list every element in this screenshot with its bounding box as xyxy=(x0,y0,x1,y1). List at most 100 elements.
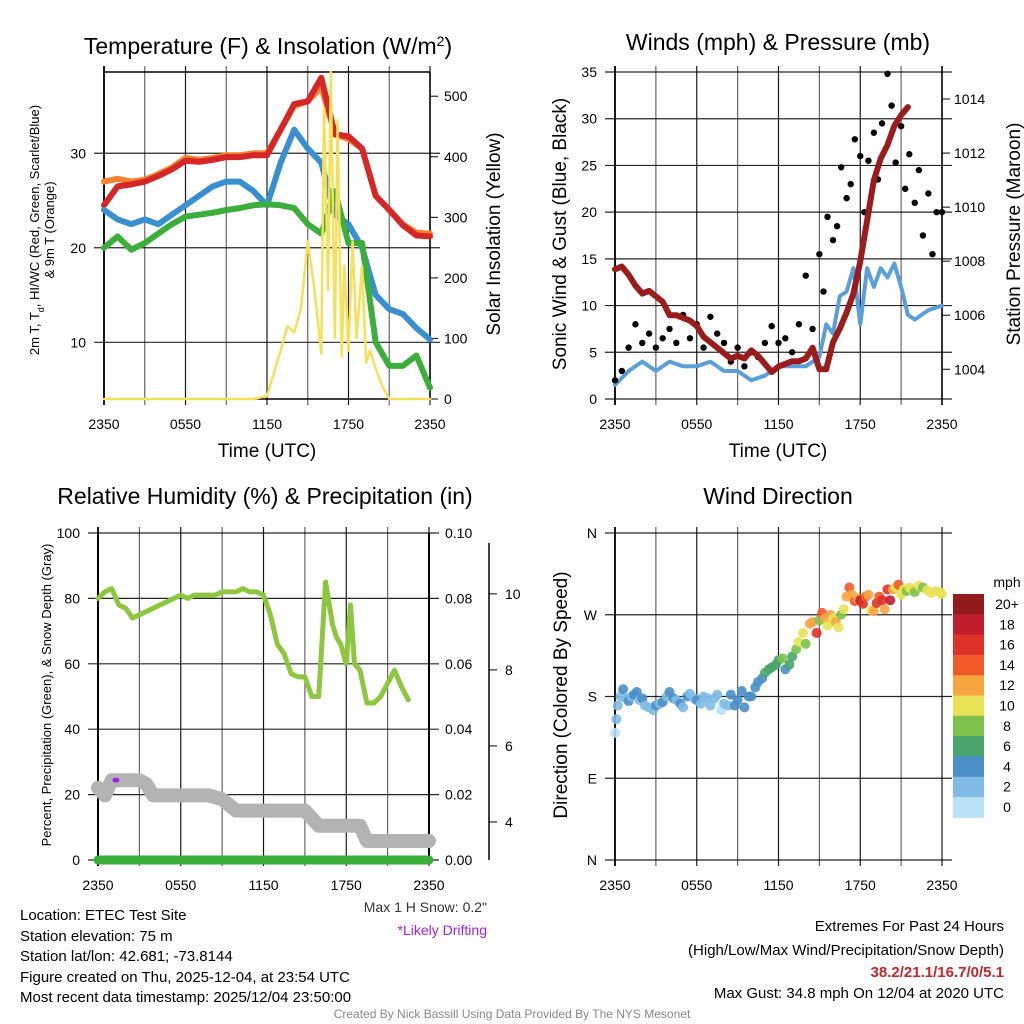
wind-gust-point xyxy=(659,335,666,342)
wdir-point xyxy=(838,604,849,615)
wdir-point xyxy=(877,595,888,606)
extremes-title: Extremes For Past 24 Hours xyxy=(814,918,1004,935)
rh-y2tick: 0.10 xyxy=(445,525,472,541)
rh-ylabel: Percent, Precipitation (Green), & Snow D… xyxy=(39,544,54,847)
temp-series-hi-wc xyxy=(101,188,433,391)
location-text: Location: ETEC Test Site xyxy=(20,907,187,924)
colorbar-label: 16 xyxy=(999,637,1015,653)
wind-gust-point xyxy=(847,180,854,188)
temp-xtick: 2350 xyxy=(88,416,119,432)
wind-gust-point xyxy=(816,250,823,258)
wdir-ytick: N xyxy=(587,525,597,541)
wdir-xtick: 1150 xyxy=(763,877,793,893)
wind-gust-point xyxy=(902,185,909,192)
wind-xtick: 1750 xyxy=(845,416,876,432)
colorbar-label: 20+ xyxy=(995,596,1019,612)
colorbar-label: 4 xyxy=(1003,758,1011,774)
wdir-title: Wind Direction xyxy=(703,483,853,509)
wdir-point xyxy=(612,700,623,711)
wind-gust-point xyxy=(878,120,886,127)
wind-gust-point xyxy=(809,325,816,333)
rh-title: Relative Humidity (%) & Precipitation (i… xyxy=(57,483,472,509)
wdir-point xyxy=(798,627,809,638)
wind-ytick: 30 xyxy=(581,111,597,127)
wind-gust-point xyxy=(892,159,899,166)
wdir-ytick: W xyxy=(584,607,598,623)
colorbar-label: 14 xyxy=(999,657,1015,673)
wdir-point xyxy=(732,695,743,706)
temp-xtick: 2350 xyxy=(414,416,445,432)
wind-gust-point xyxy=(666,325,673,333)
wind-xtick: 0550 xyxy=(681,416,712,432)
temp-y2tick: 300 xyxy=(444,209,468,225)
wind-gust-point xyxy=(795,321,803,328)
wind-gust-point xyxy=(788,349,796,356)
elevation-text: Station elevation: 75 m xyxy=(20,927,173,945)
wdir-point xyxy=(705,700,716,711)
colorbar-swatch xyxy=(953,715,984,737)
wdir-xtick: 2350 xyxy=(599,877,630,893)
temp-y2tick: 400 xyxy=(444,149,468,165)
wind-ytick: 15 xyxy=(581,251,597,267)
credit-text: Created By Nick Bassill Using Data Provi… xyxy=(333,1007,691,1021)
wind-ytick: 25 xyxy=(581,157,597,173)
wind-gust-point xyxy=(645,330,653,337)
wdir-point xyxy=(879,604,890,615)
extremes-box: Extremes For Past 24 Hours (High/Low/Max… xyxy=(688,917,1004,1004)
wind-y2tick: 1008 xyxy=(954,253,985,269)
likely-drifting-marker xyxy=(112,777,120,783)
wind-gust-point xyxy=(741,363,748,370)
colorbar-swatch xyxy=(953,695,984,717)
wind-gust-point xyxy=(652,344,660,351)
wind-y2tick: 1014 xyxy=(954,91,985,107)
wind-title: Winds (mph) & Pressure (mb) xyxy=(626,29,930,55)
wind-ytick: 35 xyxy=(581,64,597,80)
temp-ylabel-line2: & 9m T (Orange) xyxy=(42,181,57,278)
colorbar-swatch xyxy=(953,654,984,676)
wind-gust-point xyxy=(906,151,913,158)
colorbar-label: 6 xyxy=(1003,738,1011,754)
colorbar-swatch xyxy=(953,614,984,636)
wdir-point xyxy=(736,686,747,697)
colorbar-swatch xyxy=(953,736,984,757)
temp-series-solar-insolation xyxy=(102,70,432,401)
rh-xtick: 1150 xyxy=(248,877,278,893)
wind-gust-point xyxy=(897,122,905,130)
wind-y2tick: 1004 xyxy=(954,361,985,377)
wdir-ytick: N xyxy=(587,852,597,868)
extremes-values: 38.2/21.1/16.7/0/5.1 xyxy=(870,964,1004,981)
station-info: Location: ETEC Test Site Station elevati… xyxy=(20,906,351,1009)
colorbar-swatch xyxy=(953,756,984,778)
temp-y2tick: 500 xyxy=(444,88,468,104)
colorbar-swatch xyxy=(953,675,984,696)
wind-series-sonic-wind xyxy=(613,261,944,387)
latlon-text: Station lat/lon: 42.681; -73.8144 xyxy=(20,948,233,965)
wind-gust-point xyxy=(768,322,775,330)
wind-gust-point xyxy=(851,136,858,143)
rh-ytick: 20 xyxy=(64,787,80,803)
rh-xtick: 2350 xyxy=(413,877,444,893)
wind-gust-point xyxy=(837,164,845,171)
wind-gust-point xyxy=(938,208,946,216)
wind-gust-point xyxy=(775,339,782,347)
rh-y2tick: 0.00 xyxy=(445,852,472,868)
wdir-point xyxy=(784,659,795,670)
temp-ytick: 10 xyxy=(70,334,86,350)
temp-y2tick: 0 xyxy=(444,391,452,407)
wdir-point xyxy=(618,684,629,695)
rh-y3tick: 6 xyxy=(505,738,513,754)
rh-xtick: 1750 xyxy=(331,877,362,893)
wind-gust-point xyxy=(829,236,837,244)
likely-drifting-note: *Likely Drifting xyxy=(398,922,487,938)
recent-timestamp-text: Most recent data timestamp: 2025/12/04 2… xyxy=(20,989,352,1006)
wind-ylabel: Sonic Wind & Gust (Blue, Black) xyxy=(550,98,571,370)
rh-y3tick: 4 xyxy=(505,814,513,830)
wind-gust-point xyxy=(618,367,626,375)
wind-gust-point xyxy=(857,152,864,160)
wind-gust-point xyxy=(761,339,769,347)
rh-ytick: 80 xyxy=(64,590,80,606)
wind-gust-point xyxy=(611,377,619,384)
wind-gust-point xyxy=(802,272,809,279)
temp-ytick: 30 xyxy=(70,145,86,161)
wdir-point xyxy=(712,689,723,700)
